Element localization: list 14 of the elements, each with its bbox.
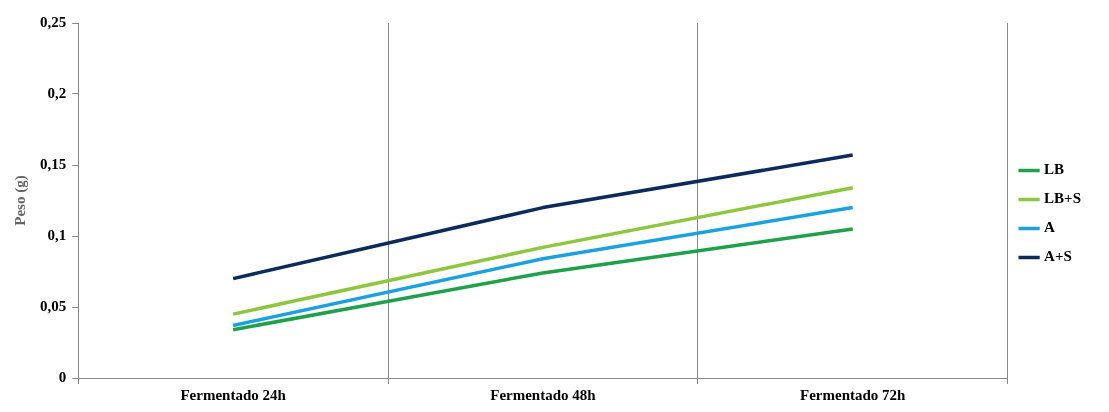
y-axis-title: Peso (g) [11, 175, 29, 226]
y-tick-label: 0,15 [40, 155, 67, 172]
legend-label: A [1044, 219, 1056, 236]
legend-label: A+S [1044, 248, 1072, 265]
x-tick-label: Fermentado 72h [800, 386, 907, 403]
x-tick-label: Fermentado 48h [490, 386, 597, 403]
y-tick-label: 0,1 [47, 226, 67, 243]
legend-label: LB+S [1044, 190, 1082, 207]
x-tick-label: Fermentado 24h [180, 386, 287, 403]
y-tick-label: 0,05 [40, 297, 67, 314]
y-tick-label: 0,25 [40, 13, 67, 30]
y-tick-label: 0,2 [47, 84, 67, 101]
y-tick-label: 0 [58, 368, 67, 385]
legend-label: LB [1044, 161, 1065, 178]
